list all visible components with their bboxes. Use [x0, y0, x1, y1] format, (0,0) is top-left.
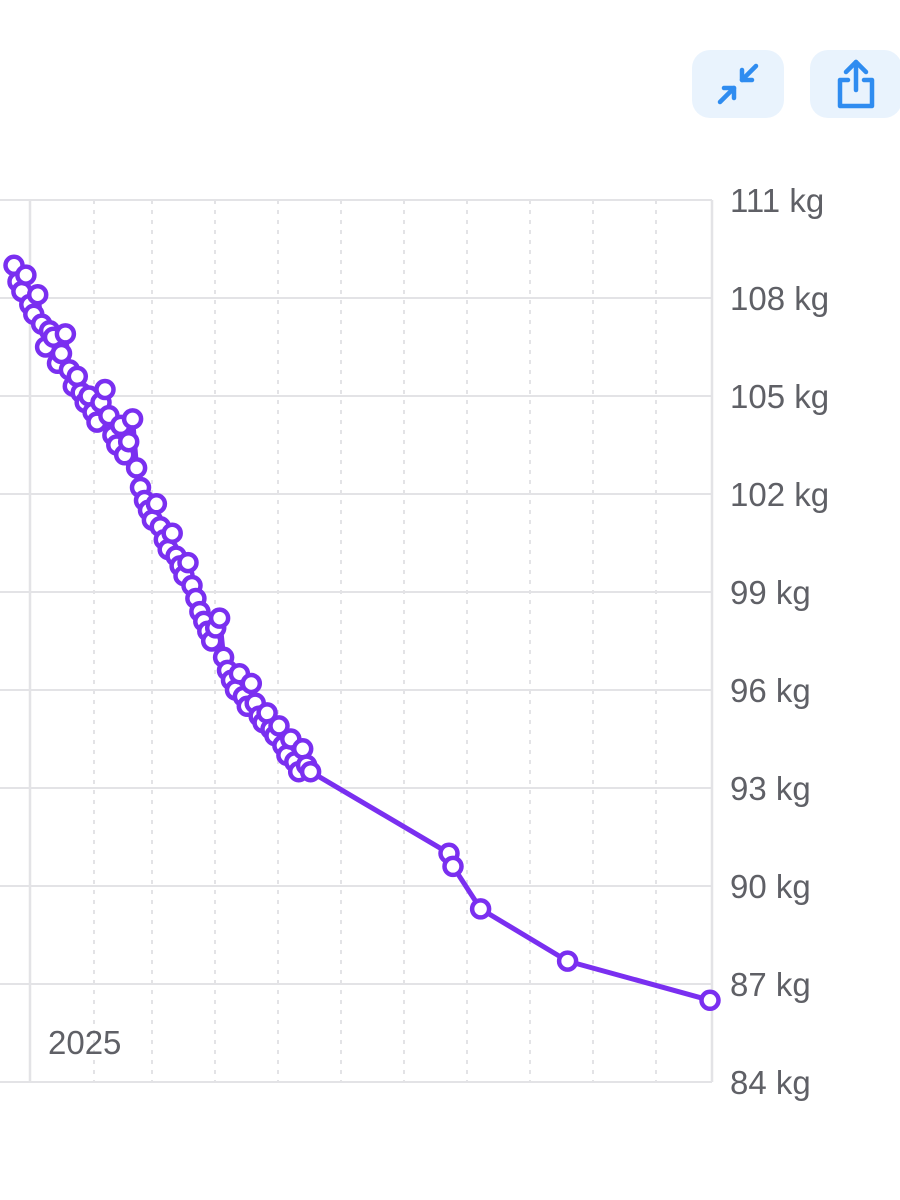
data-point — [94, 378, 116, 401]
share-icon — [837, 59, 875, 109]
year-label: 2025 — [48, 1024, 121, 1061]
series-line — [11, 264, 711, 1003]
data-point — [117, 430, 140, 453]
y-tick-label: 87 kg — [730, 966, 811, 1003]
y-tick-label: 90 kg — [730, 868, 811, 905]
y-tick-label: 102 kg — [730, 476, 829, 513]
data-point — [299, 760, 322, 783]
y-axis-ticks: 111 kg 108 kg 105 kg 102 kg 99 kg 96 kg 93 kg 9… — [730, 182, 829, 1101]
data-point — [177, 551, 199, 574]
data-point — [54, 323, 77, 345]
data-point — [145, 493, 168, 515]
y-tick-label: 84 kg — [730, 1064, 811, 1101]
data-point — [556, 950, 579, 972]
y-tick-label: 96 kg — [730, 672, 811, 709]
data-point — [442, 855, 464, 878]
y-tick-label: 105 kg — [730, 378, 829, 415]
y-tick-label: 108 kg — [730, 280, 829, 317]
data-point — [268, 715, 290, 737]
collapse-button[interactable] — [692, 50, 784, 118]
data-point — [161, 522, 183, 544]
data-point — [121, 408, 144, 430]
data-point — [50, 342, 73, 365]
data-point — [699, 989, 721, 1012]
share-button[interactable] — [810, 50, 900, 118]
y-tick-label: 99 kg — [730, 574, 811, 611]
data-point — [15, 264, 37, 286]
y-tick-label: 111 kg — [730, 182, 824, 219]
arrows-collapse-icon — [717, 63, 759, 105]
data-point — [125, 457, 148, 479]
data-point — [469, 898, 492, 920]
data-point — [26, 283, 49, 306]
data-point — [208, 607, 231, 629]
chart-grid — [0, 199, 714, 1083]
y-tick-label: 93 kg — [730, 770, 811, 807]
data-points — [3, 254, 721, 1012]
data-point — [240, 672, 263, 695]
